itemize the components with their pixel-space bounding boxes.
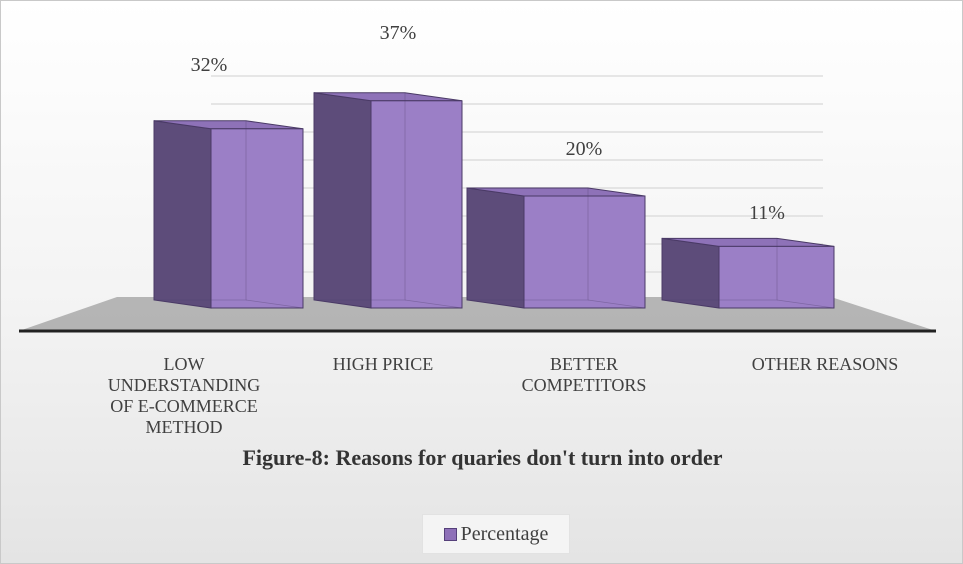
legend-swatch xyxy=(443,527,457,541)
bar-back-edge xyxy=(245,299,304,309)
data-label: 32% xyxy=(190,54,228,76)
bar-back-edge xyxy=(154,120,247,301)
bar-side xyxy=(661,237,720,309)
category-label: HIGH PRICE xyxy=(332,354,434,374)
bar-side xyxy=(313,92,372,309)
bar-back-edge xyxy=(314,92,406,301)
bar-back-edge xyxy=(587,299,646,309)
legend-label: Percentage xyxy=(460,522,549,545)
bar xyxy=(523,195,646,309)
bar-side xyxy=(466,187,525,309)
data-label: 20% xyxy=(565,138,603,160)
bar xyxy=(210,128,304,309)
data-label: 37% xyxy=(379,22,417,44)
bar xyxy=(718,245,835,309)
category-label: LOW UNDERSTANDING OF E-COMMERCE METHOD xyxy=(107,354,261,437)
data-label: 11% xyxy=(749,202,785,224)
bar-back-edge xyxy=(404,299,463,309)
bar-side xyxy=(153,120,212,309)
bar-back-edge xyxy=(776,299,835,309)
bar-back-edge xyxy=(467,188,589,301)
legend: Percentage xyxy=(422,514,570,554)
category-label: OTHER REASONS xyxy=(751,354,899,374)
chart-title: Figure-8: Reasons for quaries don't turn… xyxy=(242,445,723,470)
category-label: BETTER COMPETITORS xyxy=(521,354,647,395)
bar xyxy=(370,100,463,309)
bar-chart xyxy=(19,75,936,333)
bar-back-edge xyxy=(662,238,778,301)
